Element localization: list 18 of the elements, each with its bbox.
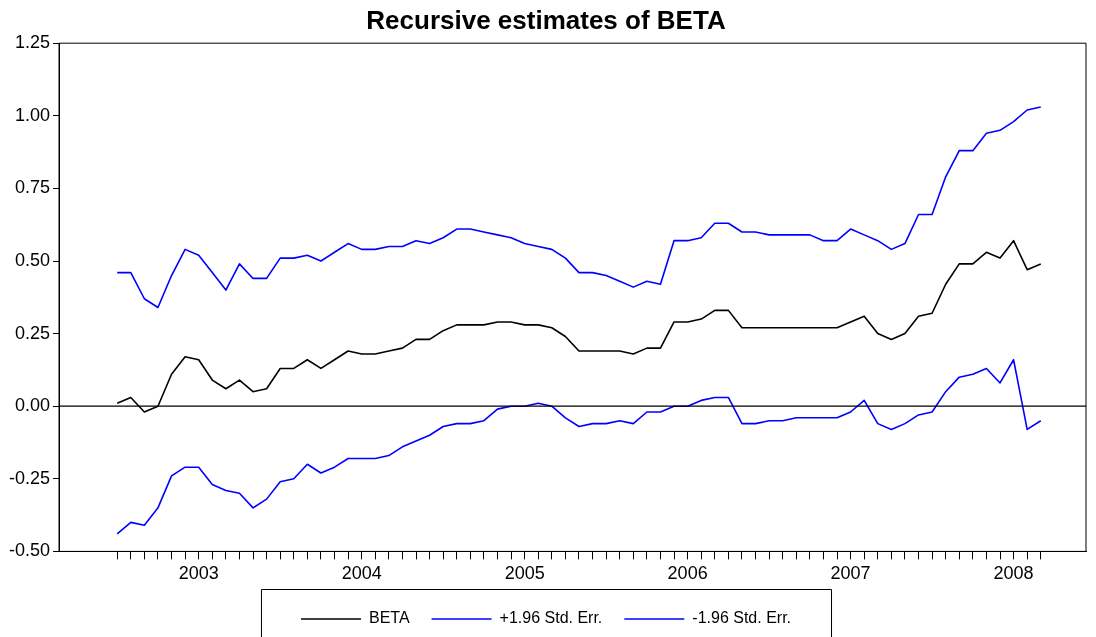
y-tick-label: 0.75 <box>14 177 51 198</box>
x-tick-label: 2007 <box>830 563 871 584</box>
y-tick-label: 0.50 <box>14 249 51 270</box>
y-tick-label: 1.00 <box>14 104 51 125</box>
legend-label: -1.96 Std. Err. <box>692 609 792 627</box>
y-tick-label: 0.00 <box>14 395 51 416</box>
y-tick-label: 0.25 <box>14 322 51 343</box>
y-tick-label: 1.25 <box>14 32 51 53</box>
x-tick-label: 2008 <box>993 563 1034 584</box>
chart-title: Recursive estimates of BETA <box>366 4 726 35</box>
legend-label: +1.96 Std. Err. <box>499 609 603 627</box>
x-tick-label: 2004 <box>341 563 382 584</box>
y-tick-label: -0.25 <box>9 467 51 488</box>
y-tick-label: -0.50 <box>9 540 51 561</box>
x-tick-label: 2003 <box>178 563 219 584</box>
x-tick-label: 2005 <box>504 563 545 584</box>
x-tick-label: 2006 <box>667 563 708 584</box>
legend-label: BETA <box>368 609 410 627</box>
